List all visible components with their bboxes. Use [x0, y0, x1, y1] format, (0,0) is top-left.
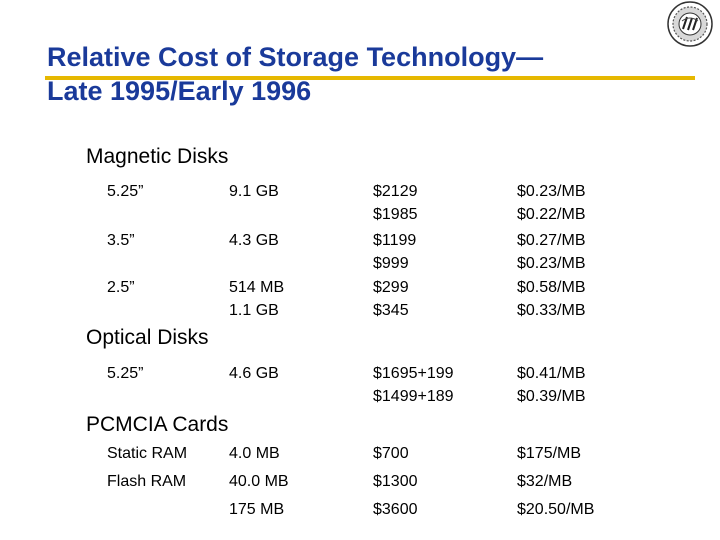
title-line-2: Late 1995/Early 1996: [47, 76, 312, 106]
cost-per-mb: $0.27/MB $0.23/MB: [517, 232, 586, 272]
capacity: 4.6 GB: [229, 365, 279, 382]
form-factor: 2.5”: [107, 279, 135, 296]
slide-title: Relative Cost of Storage Technology— Lat…: [47, 40, 543, 108]
cost-per-mb: $0.58/MB $0.33/MB: [517, 279, 586, 319]
university-seal-icon: [667, 1, 713, 47]
pcmcia-cards-heading: PCMCIA Cards: [86, 413, 229, 436]
price: $2129 $1985: [373, 183, 418, 223]
price: $1695+199 $1499+189: [373, 365, 454, 405]
title-underline: [45, 76, 695, 80]
prices: $700 $1300 $3600: [373, 445, 418, 518]
card-types: Static RAM Flash RAM: [107, 445, 188, 490]
form-factor: 3.5”: [107, 232, 135, 249]
capacity: 514 MB 1.1 GB: [229, 279, 285, 319]
cost-per-mb: $0.23/MB $0.22/MB: [517, 183, 586, 223]
cost-per-mb: $0.41/MB $0.39/MB: [517, 365, 586, 405]
title-line-1: Relative Cost of Storage Technology—: [47, 42, 544, 72]
capacity: 9.1 GB: [229, 183, 279, 200]
optical-disks-heading: Optical Disks: [86, 326, 209, 349]
magnetic-disks-heading: Magnetic Disks: [86, 145, 229, 168]
cost-per-mb: $175/MB $32/MB $20.50/MB: [517, 445, 595, 518]
price: $1199 $999: [373, 232, 417, 272]
form-factor: 5.25”: [107, 183, 144, 200]
price: $299 $345: [373, 279, 409, 319]
capacity: 4.3 GB: [229, 232, 279, 249]
capacities: 4.0 MB 40.0 MB 175 MB: [229, 445, 289, 518]
form-factor: 5.25”: [107, 365, 144, 382]
